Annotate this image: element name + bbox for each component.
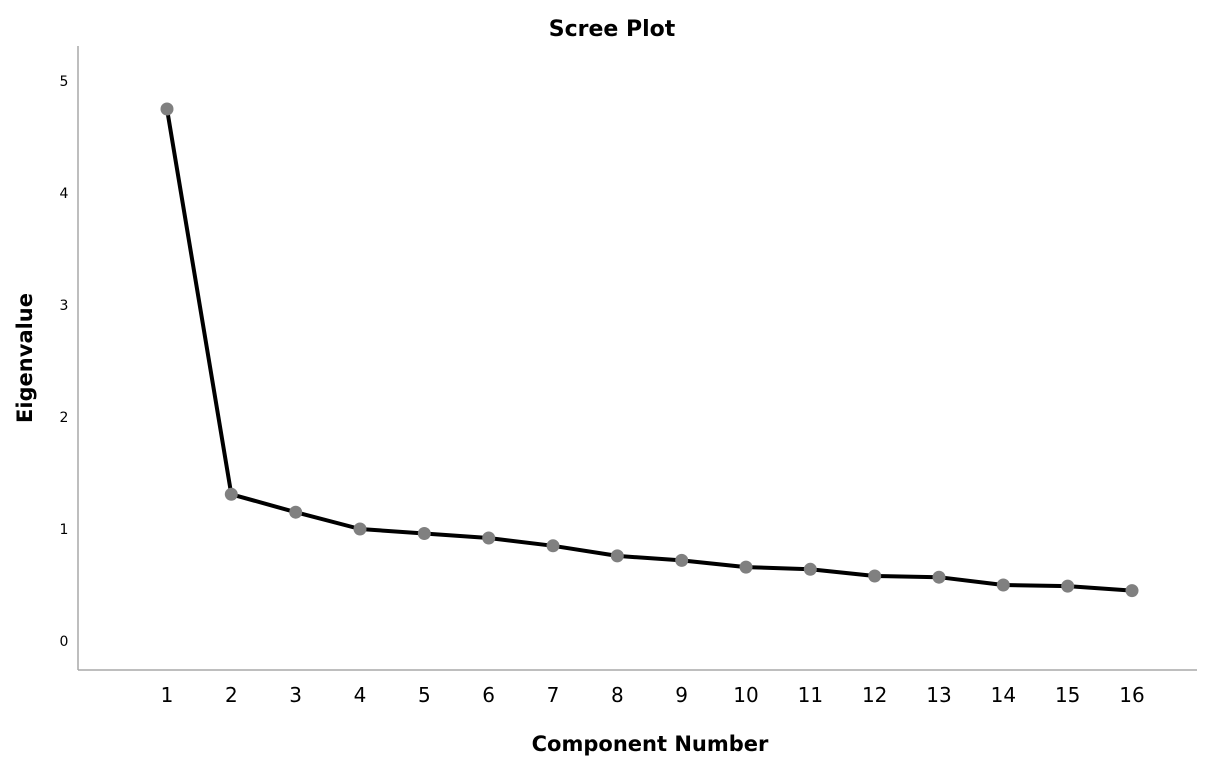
x-tick-label: 5 xyxy=(418,683,431,707)
x-tick-labels: 1 2 3 4 5 6 7 8 9 10 11 12 13 14 15 16 xyxy=(161,683,1145,707)
x-tick-label: 3 xyxy=(289,683,302,707)
chart-title: Scree Plot xyxy=(549,17,676,42)
y-tick-label: 3 xyxy=(60,298,69,314)
y-tick-label: 5 xyxy=(60,74,69,90)
data-point xyxy=(482,531,496,545)
data-point xyxy=(289,505,303,519)
data-point xyxy=(224,487,238,501)
y-axis-label: Eigenvalue xyxy=(13,293,37,423)
data-point xyxy=(417,527,431,540)
x-tick-label: 4 xyxy=(354,683,367,707)
data-point xyxy=(675,553,689,567)
data-point xyxy=(1125,584,1139,598)
data-point xyxy=(610,549,624,563)
x-axis-label: Component Number xyxy=(532,732,769,756)
series-group xyxy=(160,102,1139,598)
data-point xyxy=(353,522,367,536)
data-point xyxy=(868,569,882,583)
data-point xyxy=(546,539,560,553)
x-tick-label: 16 xyxy=(1119,683,1144,707)
y-tick-label: 4 xyxy=(60,186,69,202)
data-point xyxy=(803,562,817,576)
x-tick-label: 9 xyxy=(675,683,688,707)
x-tick-label: 2 xyxy=(225,683,238,707)
x-tick-label: 11 xyxy=(798,683,823,707)
x-tick-label: 14 xyxy=(991,683,1016,707)
data-point xyxy=(160,102,174,116)
data-point xyxy=(1061,579,1075,593)
x-tick-label: 15 xyxy=(1055,683,1080,707)
x-tick-label: 8 xyxy=(611,683,624,707)
y-tick-label: 2 xyxy=(60,410,69,426)
data-point xyxy=(932,570,946,584)
y-tick-labels: 0 1 2 3 4 5 xyxy=(60,74,69,650)
series-line xyxy=(165,108,1133,593)
y-tick-label: 1 xyxy=(60,522,69,538)
y-tick-label: 0 xyxy=(60,634,69,650)
x-tick-label: 7 xyxy=(547,683,560,707)
data-point xyxy=(996,578,1010,592)
x-tick-label: 12 xyxy=(862,683,887,707)
x-tick-label: 10 xyxy=(733,683,758,707)
x-tick-label: 13 xyxy=(926,683,951,707)
x-tick-label: 1 xyxy=(161,683,174,707)
data-point xyxy=(739,560,753,574)
x-tick-label: 6 xyxy=(482,683,495,707)
